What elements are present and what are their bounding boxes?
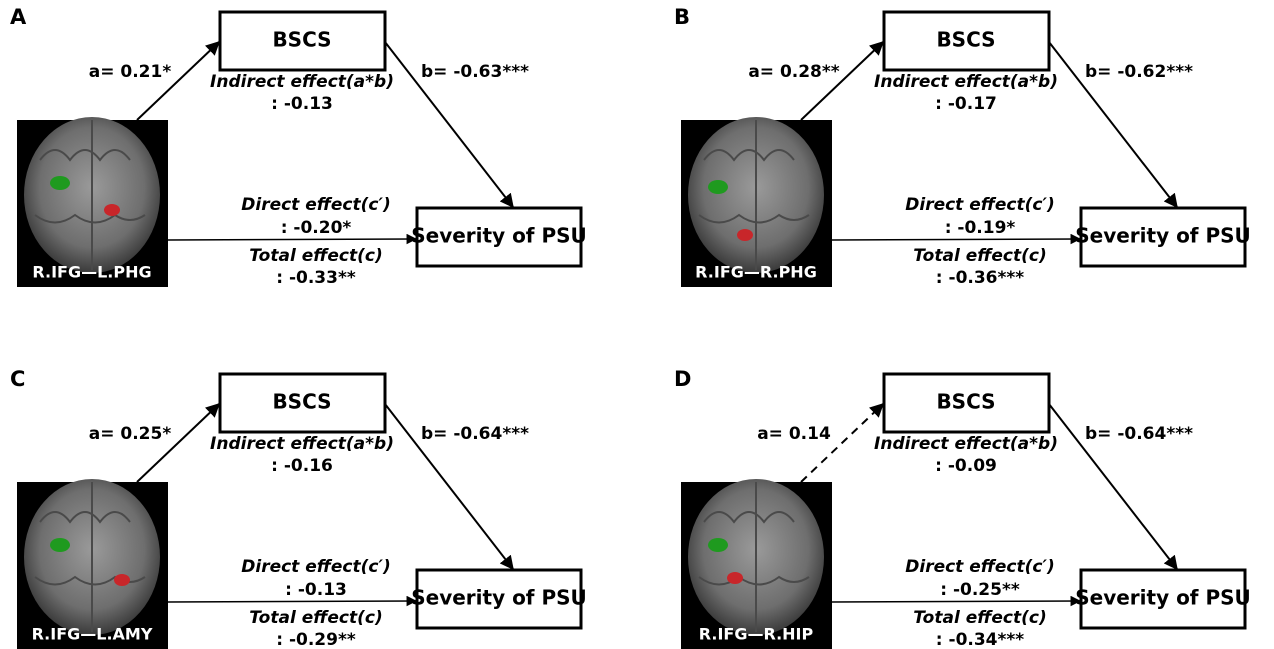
panel: D R.IFG—R.HIP BSCS Severity of PSU a= 0.14 b=… [674,367,1251,649]
panel: B R.IFG—R.PHG BSCS Severity of PSU a= 0.28**… [674,5,1251,288]
path-a-label: a= 0.28** [748,62,839,82]
region-label: R.IFG—L.AMY [32,625,153,644]
direct-value: : -0.13 [285,580,347,600]
mediator-label: BSCS [272,390,331,414]
indirect-value: : -0.09 [935,456,997,476]
direct-value: : -0.25** [940,580,1020,600]
path-a-label: a= 0.14 [757,424,831,444]
path-c-arrow [168,239,416,240]
brain-image [681,479,832,649]
green-roi [708,180,728,194]
red-roi [727,572,743,584]
direct-label: Direct effect(c′) [905,195,1055,215]
region-label: R.IFG—L.PHG [32,263,151,282]
total-label: Total effect(c) [913,608,1046,628]
total-label: Total effect(c) [249,608,382,628]
red-roi [737,229,753,241]
path-b-label: b= -0.63*** [421,62,529,82]
panel-letter: D [674,367,691,391]
panel: C R.IFG—L.AMY BSCS Severity of PSU a= 0.25* b… [10,367,587,649]
indirect-label: Indirect effect(a*b) [210,434,394,454]
total-value: : -0.36*** [936,268,1024,288]
brain-image [17,117,168,287]
path-a-label: a= 0.21* [89,62,172,82]
indirect-label: Indirect effect(a*b) [874,72,1058,92]
brain-image [681,117,832,287]
panel-letter: B [674,5,690,29]
green-roi [50,176,70,190]
path-c-arrow [168,601,416,602]
panel-letter: A [10,5,27,29]
path-b-label: b= -0.62*** [1085,62,1193,82]
region-label: R.IFG—R.HIP [699,625,814,644]
total-value: : -0.29** [276,630,356,649]
panel-letter: C [10,367,25,391]
path-c-arrow [832,601,1080,602]
region-label: R.IFG—R.PHG [695,263,817,282]
direct-value: : -0.20* [281,218,352,238]
total-value: : -0.34*** [936,630,1024,649]
path-c-arrow [832,239,1080,240]
red-roi [104,204,120,216]
indirect-label: Indirect effect(a*b) [210,72,394,92]
total-value: : -0.33** [276,268,356,288]
direct-value: : -0.19* [945,218,1016,238]
mediator-label: BSCS [936,390,995,414]
direct-label: Direct effect(c′) [241,195,391,215]
outcome-label: Severity of PSU [1075,586,1251,610]
path-a-label: a= 0.25* [89,424,172,444]
indirect-value: : -0.13 [271,94,333,114]
mediator-label: BSCS [272,28,331,52]
figure: A R.IFG—L.PHG BSCS Severity of PSU a= 0.21* b… [0,0,1274,649]
red-roi [114,574,130,586]
total-label: Total effect(c) [913,246,1046,266]
path-b-label: b= -0.64*** [1085,424,1193,444]
total-label: Total effect(c) [249,246,382,266]
indirect-label: Indirect effect(a*b) [874,434,1058,454]
outcome-label: Severity of PSU [411,586,587,610]
outcome-label: Severity of PSU [411,224,587,248]
green-roi [50,538,70,552]
panel: A R.IFG—L.PHG BSCS Severity of PSU a= 0.21* b… [10,5,587,288]
green-roi [708,538,728,552]
brain-image [17,479,168,649]
path-b-label: b= -0.64*** [421,424,529,444]
indirect-value: : -0.16 [271,456,333,476]
mediator-label: BSCS [936,28,995,52]
direct-label: Direct effect(c′) [905,557,1055,577]
outcome-label: Severity of PSU [1075,224,1251,248]
direct-label: Direct effect(c′) [241,557,391,577]
indirect-value: : -0.17 [935,94,997,114]
